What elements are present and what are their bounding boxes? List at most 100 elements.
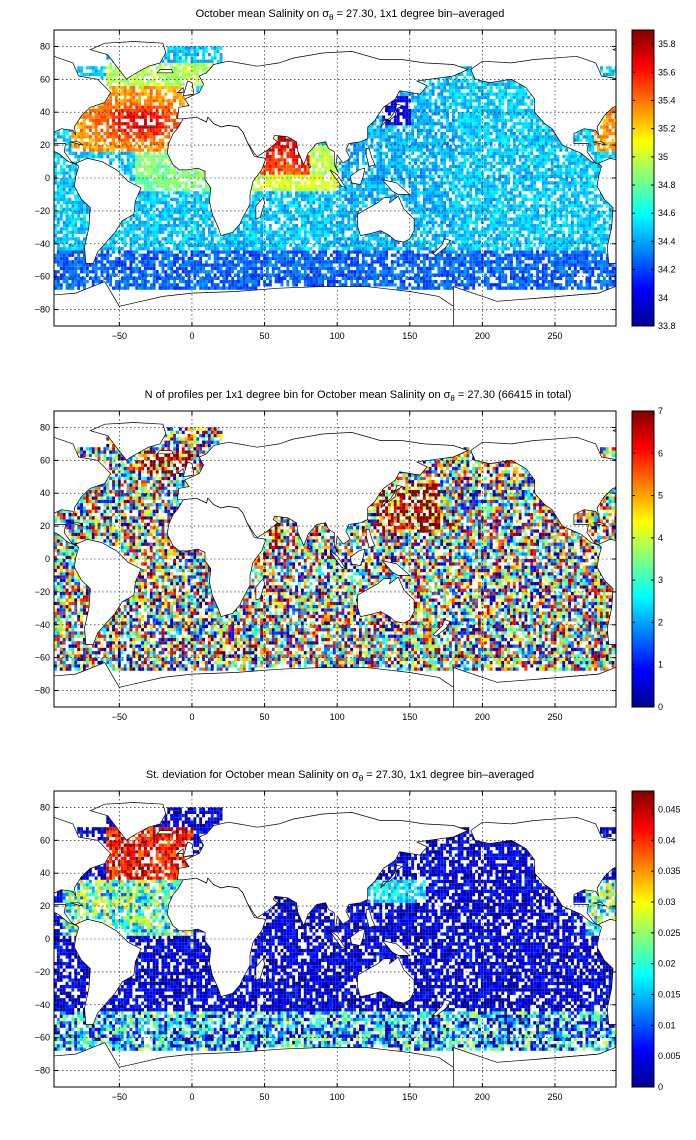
data-cell xyxy=(280,263,284,267)
data-cell xyxy=(443,174,447,178)
data-cell xyxy=(289,243,293,248)
data-cell xyxy=(483,207,487,211)
data-cell xyxy=(341,201,345,205)
data-cell xyxy=(510,217,513,221)
data-cell xyxy=(478,266,481,271)
data-cell xyxy=(91,266,95,271)
data-cell xyxy=(178,230,182,234)
data-cell xyxy=(222,256,226,261)
data-cell xyxy=(59,256,63,261)
data-cell xyxy=(132,161,136,165)
data-cell xyxy=(382,283,386,287)
data-cell xyxy=(138,283,142,287)
data-cell xyxy=(329,280,333,284)
data-cell xyxy=(492,240,496,244)
data-cell xyxy=(501,240,505,244)
data-cell xyxy=(478,256,481,261)
data-cell xyxy=(489,210,493,215)
data-cell xyxy=(155,191,159,195)
data-cell xyxy=(254,270,258,274)
data-cell xyxy=(327,270,330,274)
data-cell xyxy=(446,263,449,267)
data-cell xyxy=(571,220,574,225)
data-cell xyxy=(594,201,598,205)
data-cell xyxy=(510,270,513,274)
data-cell xyxy=(347,210,351,215)
data-cell xyxy=(202,178,205,182)
data-cell xyxy=(489,266,493,271)
data-cell xyxy=(59,210,63,215)
data-cell xyxy=(292,237,296,241)
data-cell xyxy=(120,230,124,234)
data-cell xyxy=(144,243,147,248)
data-cell xyxy=(202,276,205,280)
data-cell xyxy=(260,260,264,264)
data-cell xyxy=(56,256,60,261)
data-cell xyxy=(420,280,423,284)
data-cell xyxy=(62,276,66,280)
data-cell xyxy=(263,247,266,251)
data-cell xyxy=(271,164,275,169)
data-cell xyxy=(388,161,391,165)
data-cell xyxy=(521,184,525,188)
data-cell xyxy=(144,240,147,244)
data-cell xyxy=(155,230,159,234)
data-cell xyxy=(408,194,412,198)
data-cell xyxy=(489,174,493,178)
data-cell xyxy=(611,266,615,271)
data-cell xyxy=(300,174,304,178)
data-cell xyxy=(239,260,243,264)
data-cell xyxy=(472,270,476,274)
data-cell xyxy=(504,184,508,188)
data-cell xyxy=(242,214,246,218)
data-cell xyxy=(237,250,240,254)
data-cell xyxy=(466,214,470,218)
data-cell xyxy=(460,191,464,195)
data-cell xyxy=(585,243,589,248)
data-cell xyxy=(385,194,388,198)
data-cell xyxy=(600,204,603,208)
data-cell xyxy=(260,250,264,254)
data-cell xyxy=(176,276,179,280)
data-cell xyxy=(56,250,60,254)
data-cell xyxy=(402,260,406,264)
data-cell xyxy=(347,250,351,254)
data-cell xyxy=(138,207,142,211)
data-cell xyxy=(466,201,470,205)
data-cell xyxy=(460,220,464,225)
data-cell xyxy=(161,263,165,267)
data-cell xyxy=(367,168,371,172)
data-cell xyxy=(475,178,478,182)
data-cell xyxy=(239,286,243,290)
data-cell xyxy=(573,214,577,218)
data-cell xyxy=(492,273,496,277)
data-cell xyxy=(292,168,296,172)
data-cell xyxy=(451,178,455,182)
data-cell xyxy=(568,276,571,280)
data-cell xyxy=(312,197,316,201)
data-cell xyxy=(478,253,481,257)
data-cell xyxy=(161,237,165,241)
data-cell xyxy=(164,178,168,182)
data-cell xyxy=(303,214,307,218)
data-cell xyxy=(327,191,330,195)
data-cell xyxy=(449,227,452,231)
data-cell xyxy=(132,283,136,287)
data-cell xyxy=(559,270,563,274)
data-cell xyxy=(539,230,542,234)
data-cell xyxy=(245,276,249,280)
data-cell xyxy=(475,256,478,261)
data-cell xyxy=(178,240,182,244)
data-cell xyxy=(478,237,481,241)
data-cell xyxy=(257,250,261,254)
data-cell xyxy=(146,220,150,225)
data-cell xyxy=(298,280,301,284)
data-cell xyxy=(158,214,162,218)
data-cell xyxy=(193,227,197,231)
data-cell xyxy=(385,164,388,169)
data-cell xyxy=(597,171,600,175)
data-cell xyxy=(501,270,505,274)
data-cell xyxy=(356,210,359,215)
data-cell xyxy=(196,263,200,267)
data-cell xyxy=(510,224,513,228)
